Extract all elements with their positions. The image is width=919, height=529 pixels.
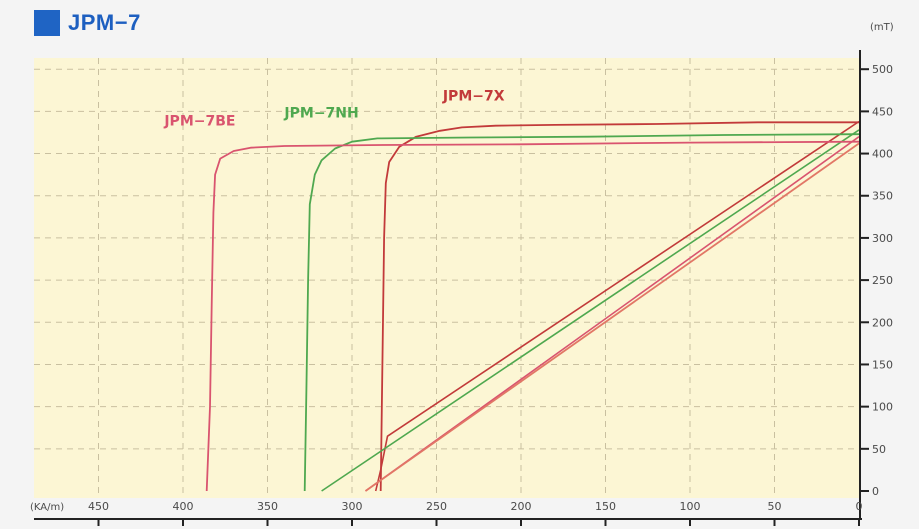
- series-label: JPM−7BE: [163, 114, 235, 130]
- x-tick-label: 250: [426, 500, 447, 513]
- x-tick-label: 350: [257, 500, 278, 513]
- chart-title-text: JPM−7: [68, 10, 141, 35]
- x-tick-label: 100: [680, 500, 701, 513]
- x-tick-label: 200: [511, 500, 532, 513]
- series-line: [364, 142, 860, 492]
- title-square-icon: [34, 10, 60, 36]
- labels: JPM−7X JPM−7NH JPM−7BE: [163, 88, 504, 129]
- x-tick-label: 0: [856, 500, 863, 513]
- series-line-jpm-7be: [205, 140, 860, 492]
- series-group: [205, 120, 860, 492]
- recoil-line: [321, 129, 860, 492]
- recoil-line: [365, 136, 860, 492]
- y-tick-label: 450: [872, 105, 893, 118]
- y-tick-label: 100: [872, 401, 893, 414]
- series-label: JPM−7NH: [283, 105, 358, 121]
- x-tick-label: 300: [342, 500, 363, 513]
- x-tick-label: 50: [768, 500, 782, 513]
- plot-area: [34, 58, 859, 498]
- y-tick-label: 0: [872, 485, 879, 498]
- y-tick-label: 50: [872, 443, 886, 456]
- x-tick-label: 150: [595, 500, 616, 513]
- series-label: JPM−7X: [442, 88, 505, 104]
- y-tick-label: 150: [872, 358, 893, 371]
- x-tick-label: 400: [173, 500, 194, 513]
- series-line-jpm-7x: [379, 121, 859, 492]
- axes: 450 400 350 300 250 200 150 100 50 0(KA/m)5004504…: [30, 22, 894, 526]
- y-tick-label: 400: [872, 148, 893, 161]
- y-tick-label: 200: [872, 316, 893, 329]
- recoil-line: [374, 120, 860, 492]
- y-tick-label: 500: [872, 63, 893, 76]
- series-line-jpm-7nh: [303, 133, 860, 492]
- x-tick-label: 450: [88, 500, 109, 513]
- chart-title: JPM−7: [34, 10, 141, 36]
- y-unit-label: (mT): [870, 22, 894, 33]
- y-tick-label: 250: [872, 274, 893, 287]
- y-tick-label: 350: [872, 190, 893, 203]
- x-unit-label: (KA/m): [30, 502, 64, 513]
- grid: [34, 58, 859, 498]
- y-tick-label: 300: [872, 232, 893, 245]
